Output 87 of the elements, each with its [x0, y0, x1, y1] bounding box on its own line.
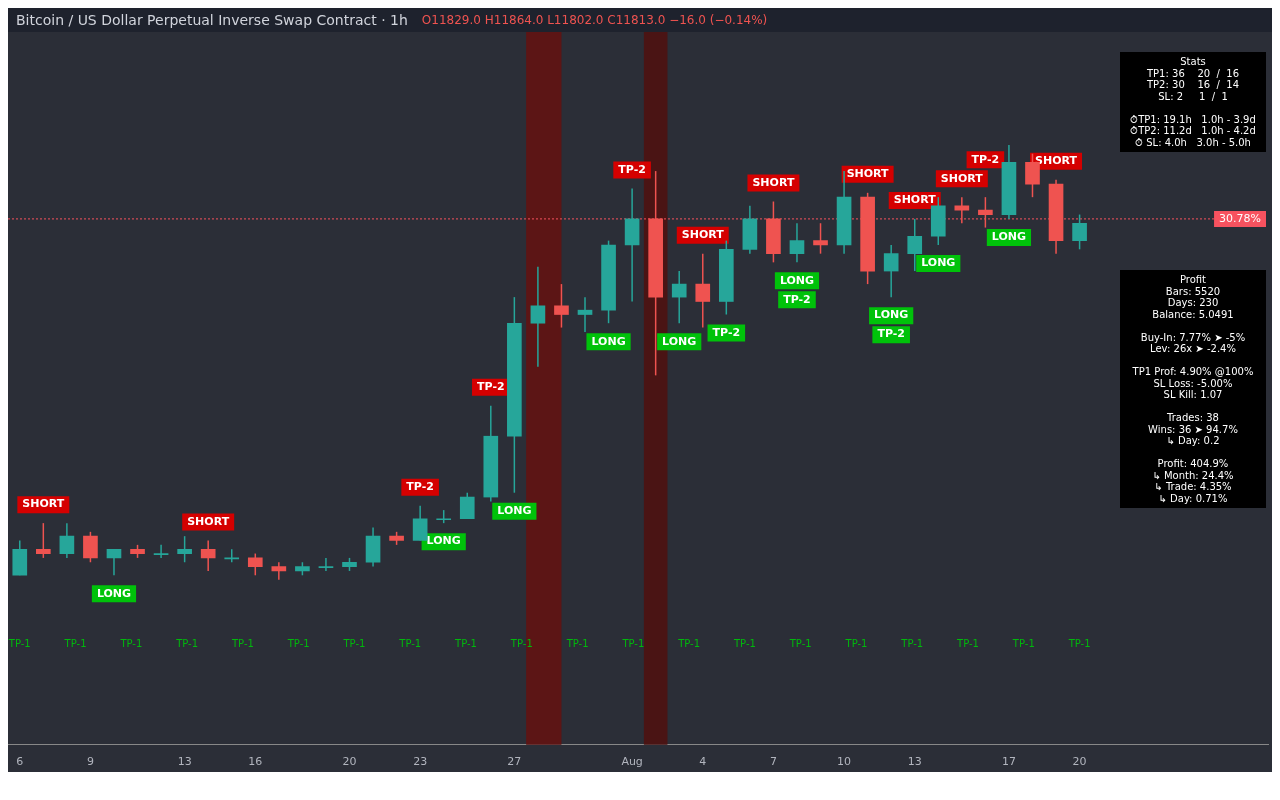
annotation: LONG: [497, 504, 532, 518]
chart-subtitle: O11829.0 H11864.0 L11802.0 C11813.0 −16.0 (−0.14%): [421, 13, 768, 27]
annotation: SHORT: [1035, 154, 1078, 168]
candlestick: [907, 218, 923, 272]
text: TP-1: [1011, 638, 1035, 650]
annotation: SHORT: [940, 171, 984, 185]
text: TP-1: [509, 638, 533, 650]
x-tick-label: 17: [1001, 755, 1016, 769]
candlestick: [978, 196, 993, 229]
annotation: TP-2: [783, 292, 811, 306]
text: TP-1: [621, 638, 645, 650]
candlestick: [671, 270, 687, 324]
text: TP-1: [119, 638, 143, 650]
annotation: SHORT: [681, 228, 725, 242]
candlestick: [59, 522, 75, 559]
x-tick-label: 13: [907, 755, 922, 769]
x-tick-label: 10: [837, 755, 852, 769]
annotation: TP-2: [618, 162, 646, 176]
candlestick: [106, 548, 122, 577]
text: TP-1: [1067, 638, 1091, 650]
candlestick: [83, 531, 98, 563]
x-tick-label: 6: [16, 755, 24, 769]
text: TP-1: [732, 638, 756, 650]
text: TP-1: [398, 638, 422, 650]
annotation: SHORT: [187, 514, 230, 528]
annotation: TP-2: [877, 327, 905, 341]
candlestick: [554, 283, 569, 329]
annotation: LONG: [426, 534, 461, 548]
x-tick-label: 20: [1072, 755, 1087, 769]
text: TP-1: [230, 638, 254, 650]
candlestick: [459, 491, 475, 520]
annotation: SHORT: [752, 175, 795, 189]
text: TP-1: [788, 638, 812, 650]
candlestick: [695, 252, 711, 329]
x-tick-label: 20: [342, 755, 357, 769]
candlestick: [247, 552, 263, 577]
annotation: LONG: [591, 334, 626, 348]
text: Profit Bars: 5520 Days: 230 Balance: 5.0491 Buy-In: 7.77% ➤ -5% Lev: 26x ➤ -2.4% TP1 Prof: 4.90% @100% SL Loss: -5.00% SL Kill: 1.07 Trades: 38 Wins: 36 ➤ 94.7% ↳ Day: 0.2 Profit: 404.9% ↳ Month: 24.4% ↳ Trade: 4.35% ↳ Day: 0.71%: [1132, 274, 1254, 504]
chart-title: Bitcoin / US Dollar Perpetual Inverse Swap Contract · 1h: [16, 12, 408, 28]
candlestick: [318, 557, 334, 572]
candlestick: [789, 222, 805, 264]
text: TP-1: [63, 638, 87, 650]
x-tick-label: 23: [413, 755, 428, 769]
candlestick: [271, 561, 287, 581]
text: TP-1: [342, 638, 366, 650]
candlestick: [36, 522, 51, 559]
annotation: LONG: [921, 256, 956, 270]
candlestick: [412, 505, 428, 542]
x-tick-label: 4: [699, 755, 707, 769]
annotation: SHORT: [893, 193, 937, 207]
text: TP-1: [900, 638, 924, 650]
x-tick-label: 16: [248, 755, 263, 769]
annotation: LONG: [96, 586, 132, 600]
text: TP-1: [175, 638, 199, 650]
text: TP-1: [565, 638, 589, 650]
text: TP-1: [844, 638, 868, 650]
candlestick: [177, 535, 192, 563]
candlestick: [954, 196, 970, 224]
annotation: LONG: [991, 230, 1027, 244]
annotation: TP-2: [477, 380, 505, 394]
annotation: LONG: [662, 334, 697, 348]
candlestick: [883, 244, 899, 298]
text: TP-1: [7, 638, 31, 650]
annotation: SHORT: [846, 167, 890, 181]
candlestick: [577, 296, 593, 333]
x-tick-label: 9: [86, 755, 94, 769]
text: TP-1: [286, 638, 310, 650]
annotation: TP-2: [971, 152, 1000, 166]
candlestick: [153, 544, 169, 559]
text: TP-1: [454, 638, 477, 650]
x-tick-label: 7: [769, 755, 777, 769]
x-tick-label: 27: [507, 755, 522, 769]
x-tick-label: 13: [177, 755, 192, 769]
text: TP-1: [677, 638, 701, 650]
text: Stats TP1: 36 20 / 16 TP2: 30 16 / 14 SL: 2 1 / 1 ⏱TP1: 19.1h 1.0h - 3.9d ⏱TP2: 11.2d 1.0h - 4.2d ⏱ SL: 4.0h 3.0h - 5.0h: [1130, 56, 1256, 148]
annotation: LONG: [874, 308, 909, 322]
annotation: 30.78%: [1219, 211, 1262, 225]
text: TP-1: [956, 638, 979, 650]
candlestick: [530, 265, 546, 368]
candlestick: [200, 539, 216, 572]
x-tick-label: Aug: [621, 755, 643, 769]
annotation: SHORT: [22, 497, 65, 511]
candlestick: [813, 222, 828, 255]
candlestick: [1072, 213, 1087, 251]
annotation: TP-2: [712, 325, 741, 339]
annotation: TP-2: [406, 480, 434, 494]
annotation: LONG: [779, 273, 815, 287]
